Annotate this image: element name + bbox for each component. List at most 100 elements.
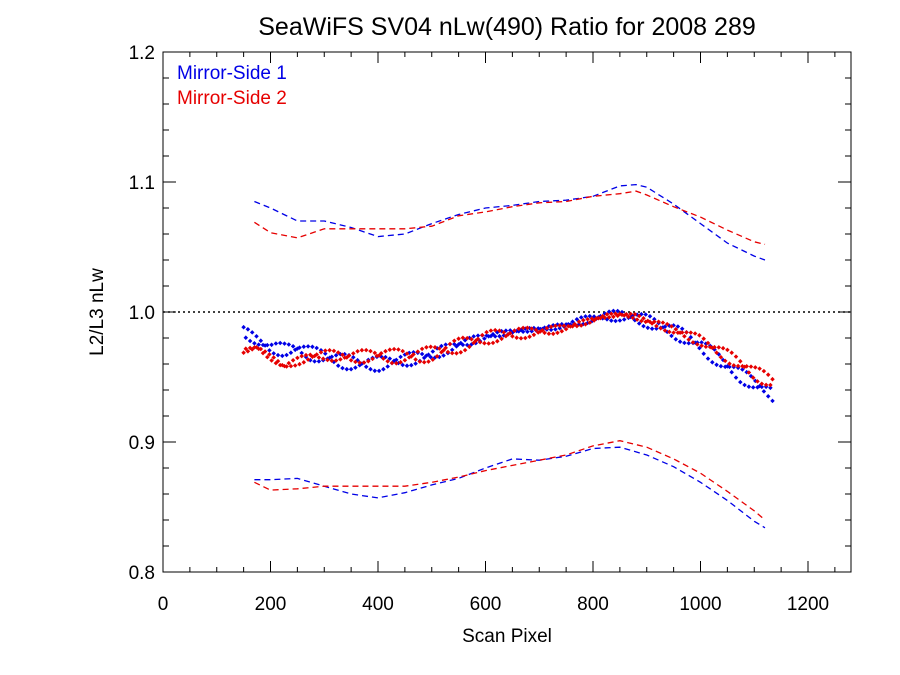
series-2-point	[714, 350, 719, 355]
series-1-point	[277, 340, 283, 346]
series-2-point	[757, 366, 762, 371]
series-2-point	[265, 354, 270, 360]
series-2-point	[288, 363, 294, 369]
series-2-point	[636, 313, 642, 319]
series-1-upper-line	[254, 183, 766, 261]
series-1-point	[583, 314, 588, 319]
series-2-point	[413, 357, 418, 362]
series-1-point	[439, 343, 444, 349]
series-2-point	[458, 350, 464, 355]
series-2-point	[669, 324, 674, 329]
series-2-point	[445, 349, 451, 355]
series-2-point	[398, 359, 403, 365]
series-2-point	[507, 330, 513, 336]
series-2-point	[559, 328, 565, 334]
series-1-point	[323, 351, 328, 356]
series-2-point	[578, 323, 584, 328]
series-1	[241, 183, 775, 529]
series-2-point	[378, 351, 384, 356]
series-2-point	[699, 343, 704, 348]
series-2-lower-line	[254, 440, 766, 521]
series-2-point	[501, 330, 507, 335]
series-2-point	[327, 348, 332, 353]
series-layer	[241, 183, 775, 529]
series-2-point	[611, 314, 616, 320]
series-1-point	[520, 329, 526, 334]
series-2-point	[679, 330, 685, 335]
series-1-point	[548, 327, 554, 333]
series-1-point	[647, 314, 653, 319]
series-2-point	[305, 357, 311, 362]
series-2-point	[755, 379, 760, 384]
series-1-point	[426, 352, 431, 357]
series-1-lower-line	[254, 446, 766, 529]
series-1-point	[675, 324, 681, 329]
series-2-point	[583, 322, 588, 327]
series-2-point	[428, 344, 433, 350]
series-2-point	[624, 312, 629, 317]
series-2-point	[682, 334, 687, 339]
series-2-point	[684, 330, 689, 335]
series-2-point	[639, 318, 644, 324]
series-2-point	[744, 364, 749, 369]
series-1-point	[643, 312, 648, 317]
series-2-point	[628, 311, 633, 317]
series-1-point	[740, 367, 745, 372]
series-1-point	[613, 318, 618, 324]
series-2-point	[469, 336, 474, 342]
series-1-point	[419, 351, 425, 357]
series-2-point	[660, 320, 666, 325]
series-2-point	[604, 312, 610, 317]
series-2-point	[434, 354, 440, 359]
series-2-point	[695, 342, 700, 347]
series-1-point	[381, 366, 386, 372]
series-2-point	[454, 351, 459, 356]
series-2-point	[387, 347, 393, 352]
series-1-point	[482, 336, 487, 341]
legend-item-mirror-side-2: Mirror-Side 2	[177, 88, 287, 109]
x-tick-label: 1200	[787, 594, 829, 615]
series-2	[241, 190, 775, 521]
series-1-point	[368, 366, 373, 372]
series-2-point	[335, 350, 341, 355]
series-2-point	[550, 331, 556, 337]
series-2-point	[529, 326, 534, 331]
series-2-point	[400, 348, 405, 354]
series-2-point	[443, 345, 448, 351]
series-1-point	[273, 341, 279, 346]
series-2-point	[690, 340, 696, 345]
series-2-point	[258, 346, 264, 352]
series-1-point	[275, 352, 281, 358]
series-2-point	[346, 353, 352, 358]
series-1-point	[363, 364, 369, 370]
series-1-point	[387, 356, 393, 361]
series-1-point	[284, 352, 289, 358]
series-2-point	[544, 325, 550, 331]
series-2-point	[722, 358, 728, 364]
series-1-point	[761, 389, 767, 394]
series-2-point	[404, 351, 410, 356]
series-2-point	[520, 325, 526, 331]
series-2-point	[667, 329, 672, 335]
series-1-point	[611, 308, 616, 314]
legend-item-mirror-side-1: Mirror-Side 1	[177, 63, 287, 84]
series-2-point	[355, 349, 360, 354]
series-2-point	[576, 319, 582, 325]
series-2-point	[449, 350, 455, 356]
series-2-point	[662, 328, 668, 333]
series-2-point	[587, 320, 593, 325]
series-2-point	[262, 349, 268, 354]
series-2-point	[383, 348, 388, 354]
series-2-point	[512, 328, 517, 333]
series-2-point	[761, 368, 767, 374]
series-1-point	[258, 338, 264, 343]
series-2-point	[484, 329, 489, 335]
series-1-point	[746, 384, 752, 389]
series-2-point	[402, 357, 408, 363]
series-2-point	[482, 340, 487, 346]
series-2-point	[525, 325, 530, 331]
series-1-point	[312, 359, 317, 364]
series-1-point	[449, 347, 455, 353]
series-1-point	[400, 362, 405, 368]
series-2-point	[348, 358, 354, 363]
